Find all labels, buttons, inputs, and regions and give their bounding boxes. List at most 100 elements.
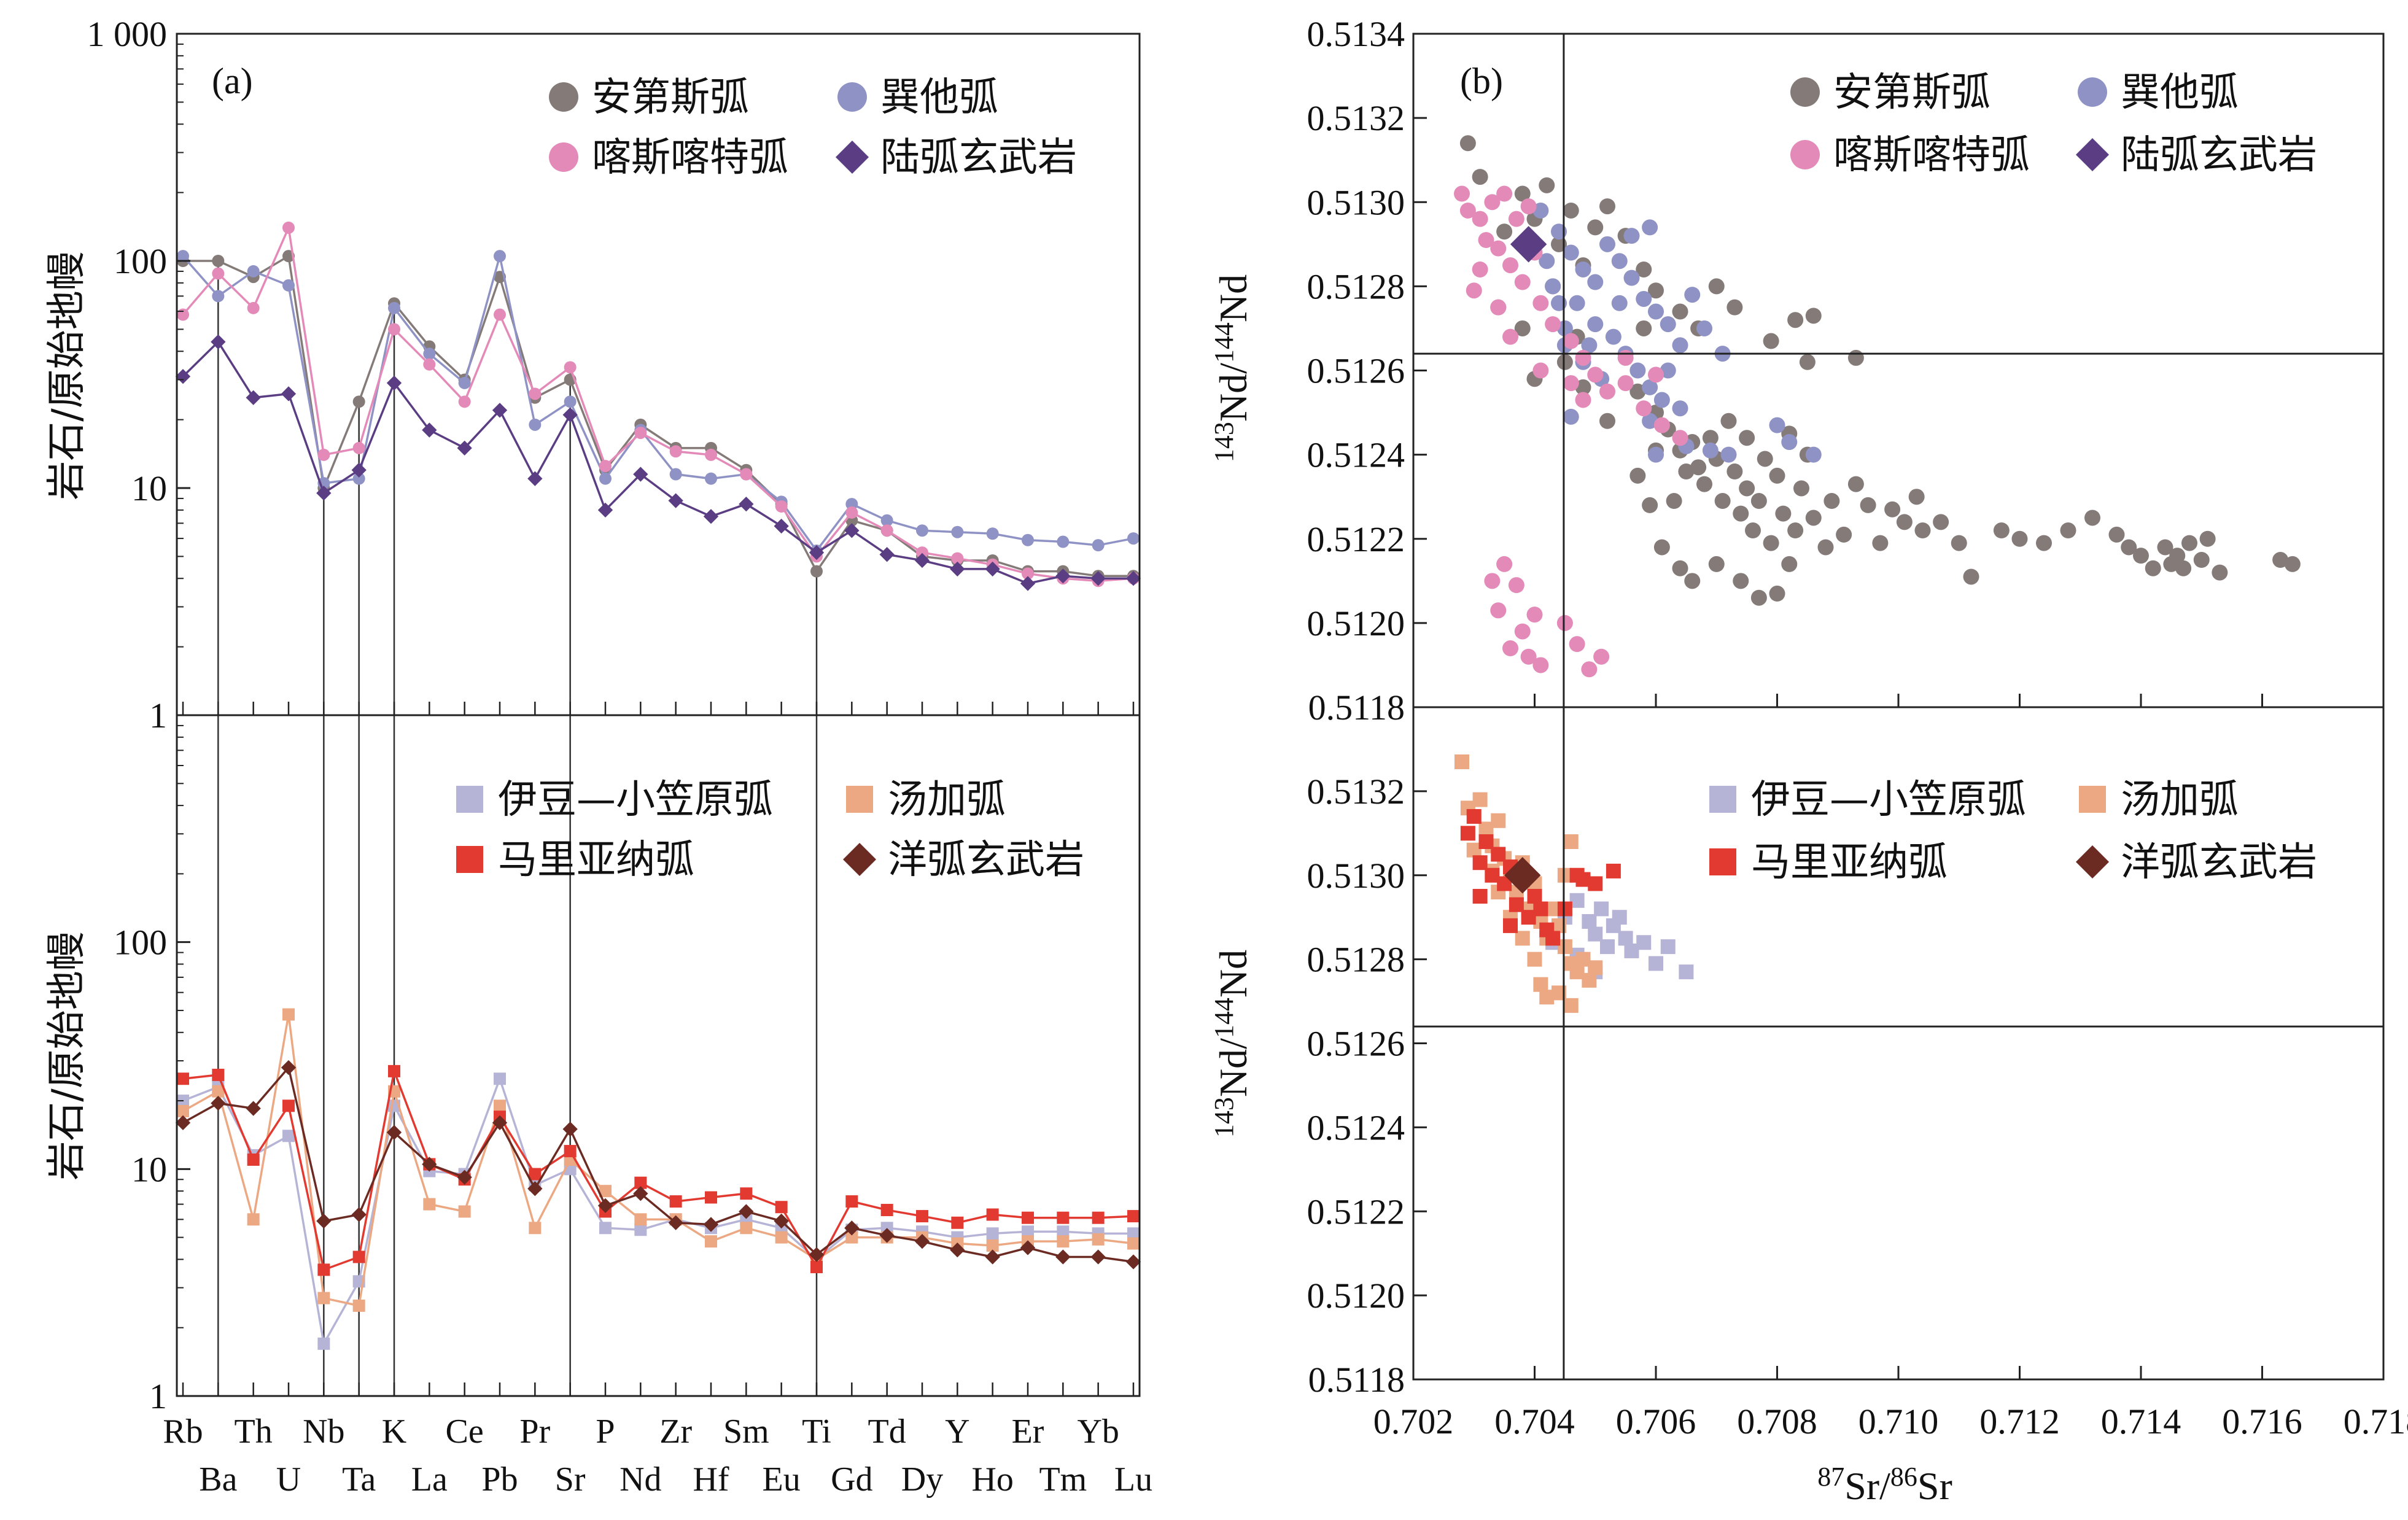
data-point (599, 1222, 612, 1235)
data-point (1490, 299, 1507, 316)
data-point (740, 468, 753, 481)
data-point (1472, 792, 1488, 807)
data-point (1484, 573, 1501, 589)
data-point (2133, 548, 2149, 564)
data-point (1636, 261, 1652, 277)
data-point (492, 403, 508, 418)
data-point (1490, 240, 1507, 257)
data-point (1478, 834, 1494, 849)
data-point (1636, 290, 1652, 307)
data-point (2011, 530, 2028, 547)
data-point (352, 1251, 365, 1263)
data-point (951, 552, 964, 565)
legend-marker (456, 846, 483, 873)
data-point (1642, 219, 1658, 236)
panel-b-x-ticks: 0.702 0.704 0.706 0.708 0.710 0.712 0.714 0.716… (1373, 694, 2408, 1441)
data-point (281, 1060, 297, 1076)
data-point (809, 545, 825, 560)
data-point (1757, 451, 1773, 467)
data-point (211, 334, 226, 350)
data-point (1606, 863, 1621, 878)
data-point (1599, 236, 1615, 252)
data-point (1884, 501, 1901, 518)
data-point (775, 1231, 788, 1244)
data-point (1660, 362, 1676, 379)
data-point (1769, 467, 1785, 484)
data-point (1514, 274, 1531, 290)
data-point (775, 500, 788, 513)
data-point (739, 496, 754, 512)
data-point (1587, 219, 1604, 236)
y-tick-label: 0.5128 (1307, 940, 1405, 980)
data-point (1618, 931, 1633, 946)
data-point (1611, 253, 1628, 269)
data-point (212, 1085, 225, 1098)
data-point (1678, 463, 1695, 480)
data-point (986, 1227, 999, 1240)
data-point (845, 1231, 858, 1244)
data-point (668, 493, 683, 508)
y-tick-label: 0.5118 (1308, 688, 1405, 727)
data-point (423, 1198, 436, 1211)
data-point (1642, 497, 1658, 513)
x-tick-label: Hf (693, 1460, 729, 1499)
x-tick-label: 0.718 (2344, 1402, 2408, 1441)
legend-label: 巽他弧 (880, 75, 998, 120)
data-point (1020, 1240, 1036, 1255)
data-point (1600, 939, 1615, 955)
data-point (1520, 648, 1537, 665)
data-point (1672, 430, 1688, 446)
data-point (177, 308, 189, 321)
panel-b: 0.5118 0.5120 0.5122 0.5124 0.5126 0.5128 0.51… (1209, 14, 2408, 1508)
data-point (177, 250, 189, 263)
data-point (1750, 589, 1767, 606)
legend-label: 汤加弧 (888, 777, 1006, 823)
data-point (1672, 303, 1688, 320)
x-tick-label: Zr (659, 1413, 692, 1451)
y-tick-label: 0.5134 (1307, 14, 1405, 54)
data-point (1532, 295, 1549, 311)
data-point (1557, 901, 1572, 917)
data-point (1055, 568, 1071, 584)
x-tick-label: 0.708 (1737, 1402, 1817, 1441)
x-tick-label: Tm (1039, 1460, 1087, 1499)
data-point (1933, 514, 1949, 530)
panel-a-bottom-series (175, 1008, 1141, 1350)
data-point (1653, 392, 1670, 408)
data-point (705, 1191, 717, 1204)
data-point (703, 1217, 719, 1232)
data-point (212, 290, 225, 303)
data-point (1563, 408, 1579, 425)
data-point (1611, 295, 1628, 311)
panel-b-bottom-y-label: 143Nd/144Nd (1209, 950, 1255, 1138)
data-point (739, 1204, 754, 1219)
data-point (1491, 847, 1506, 862)
data-point (916, 1210, 928, 1223)
data-point (423, 347, 436, 360)
data-point (1648, 282, 1664, 299)
y-tick-label: 100 (114, 923, 167, 963)
data-point (1472, 888, 1488, 904)
data-point (1653, 417, 1670, 433)
data-point (282, 279, 295, 292)
data-point (1533, 901, 1548, 917)
data-point (1472, 855, 1488, 871)
data-point (599, 472, 612, 485)
data-point (634, 427, 647, 440)
panel-b-x-label: 87Sr/86Sr (1817, 1462, 1952, 1508)
data-point (1569, 636, 1585, 653)
data-point (810, 565, 823, 578)
data-point (634, 1213, 647, 1226)
data-point (633, 1186, 648, 1201)
data-point (1617, 349, 1634, 366)
data-point (247, 265, 260, 277)
data-point (494, 250, 506, 263)
panel-a-top-y-ticks: 1 10 100 1 000 (87, 14, 190, 735)
data-point (527, 1181, 543, 1196)
data-point (1587, 274, 1604, 290)
data-point (282, 221, 295, 234)
data-point (1496, 185, 1513, 202)
data-point (597, 502, 613, 518)
